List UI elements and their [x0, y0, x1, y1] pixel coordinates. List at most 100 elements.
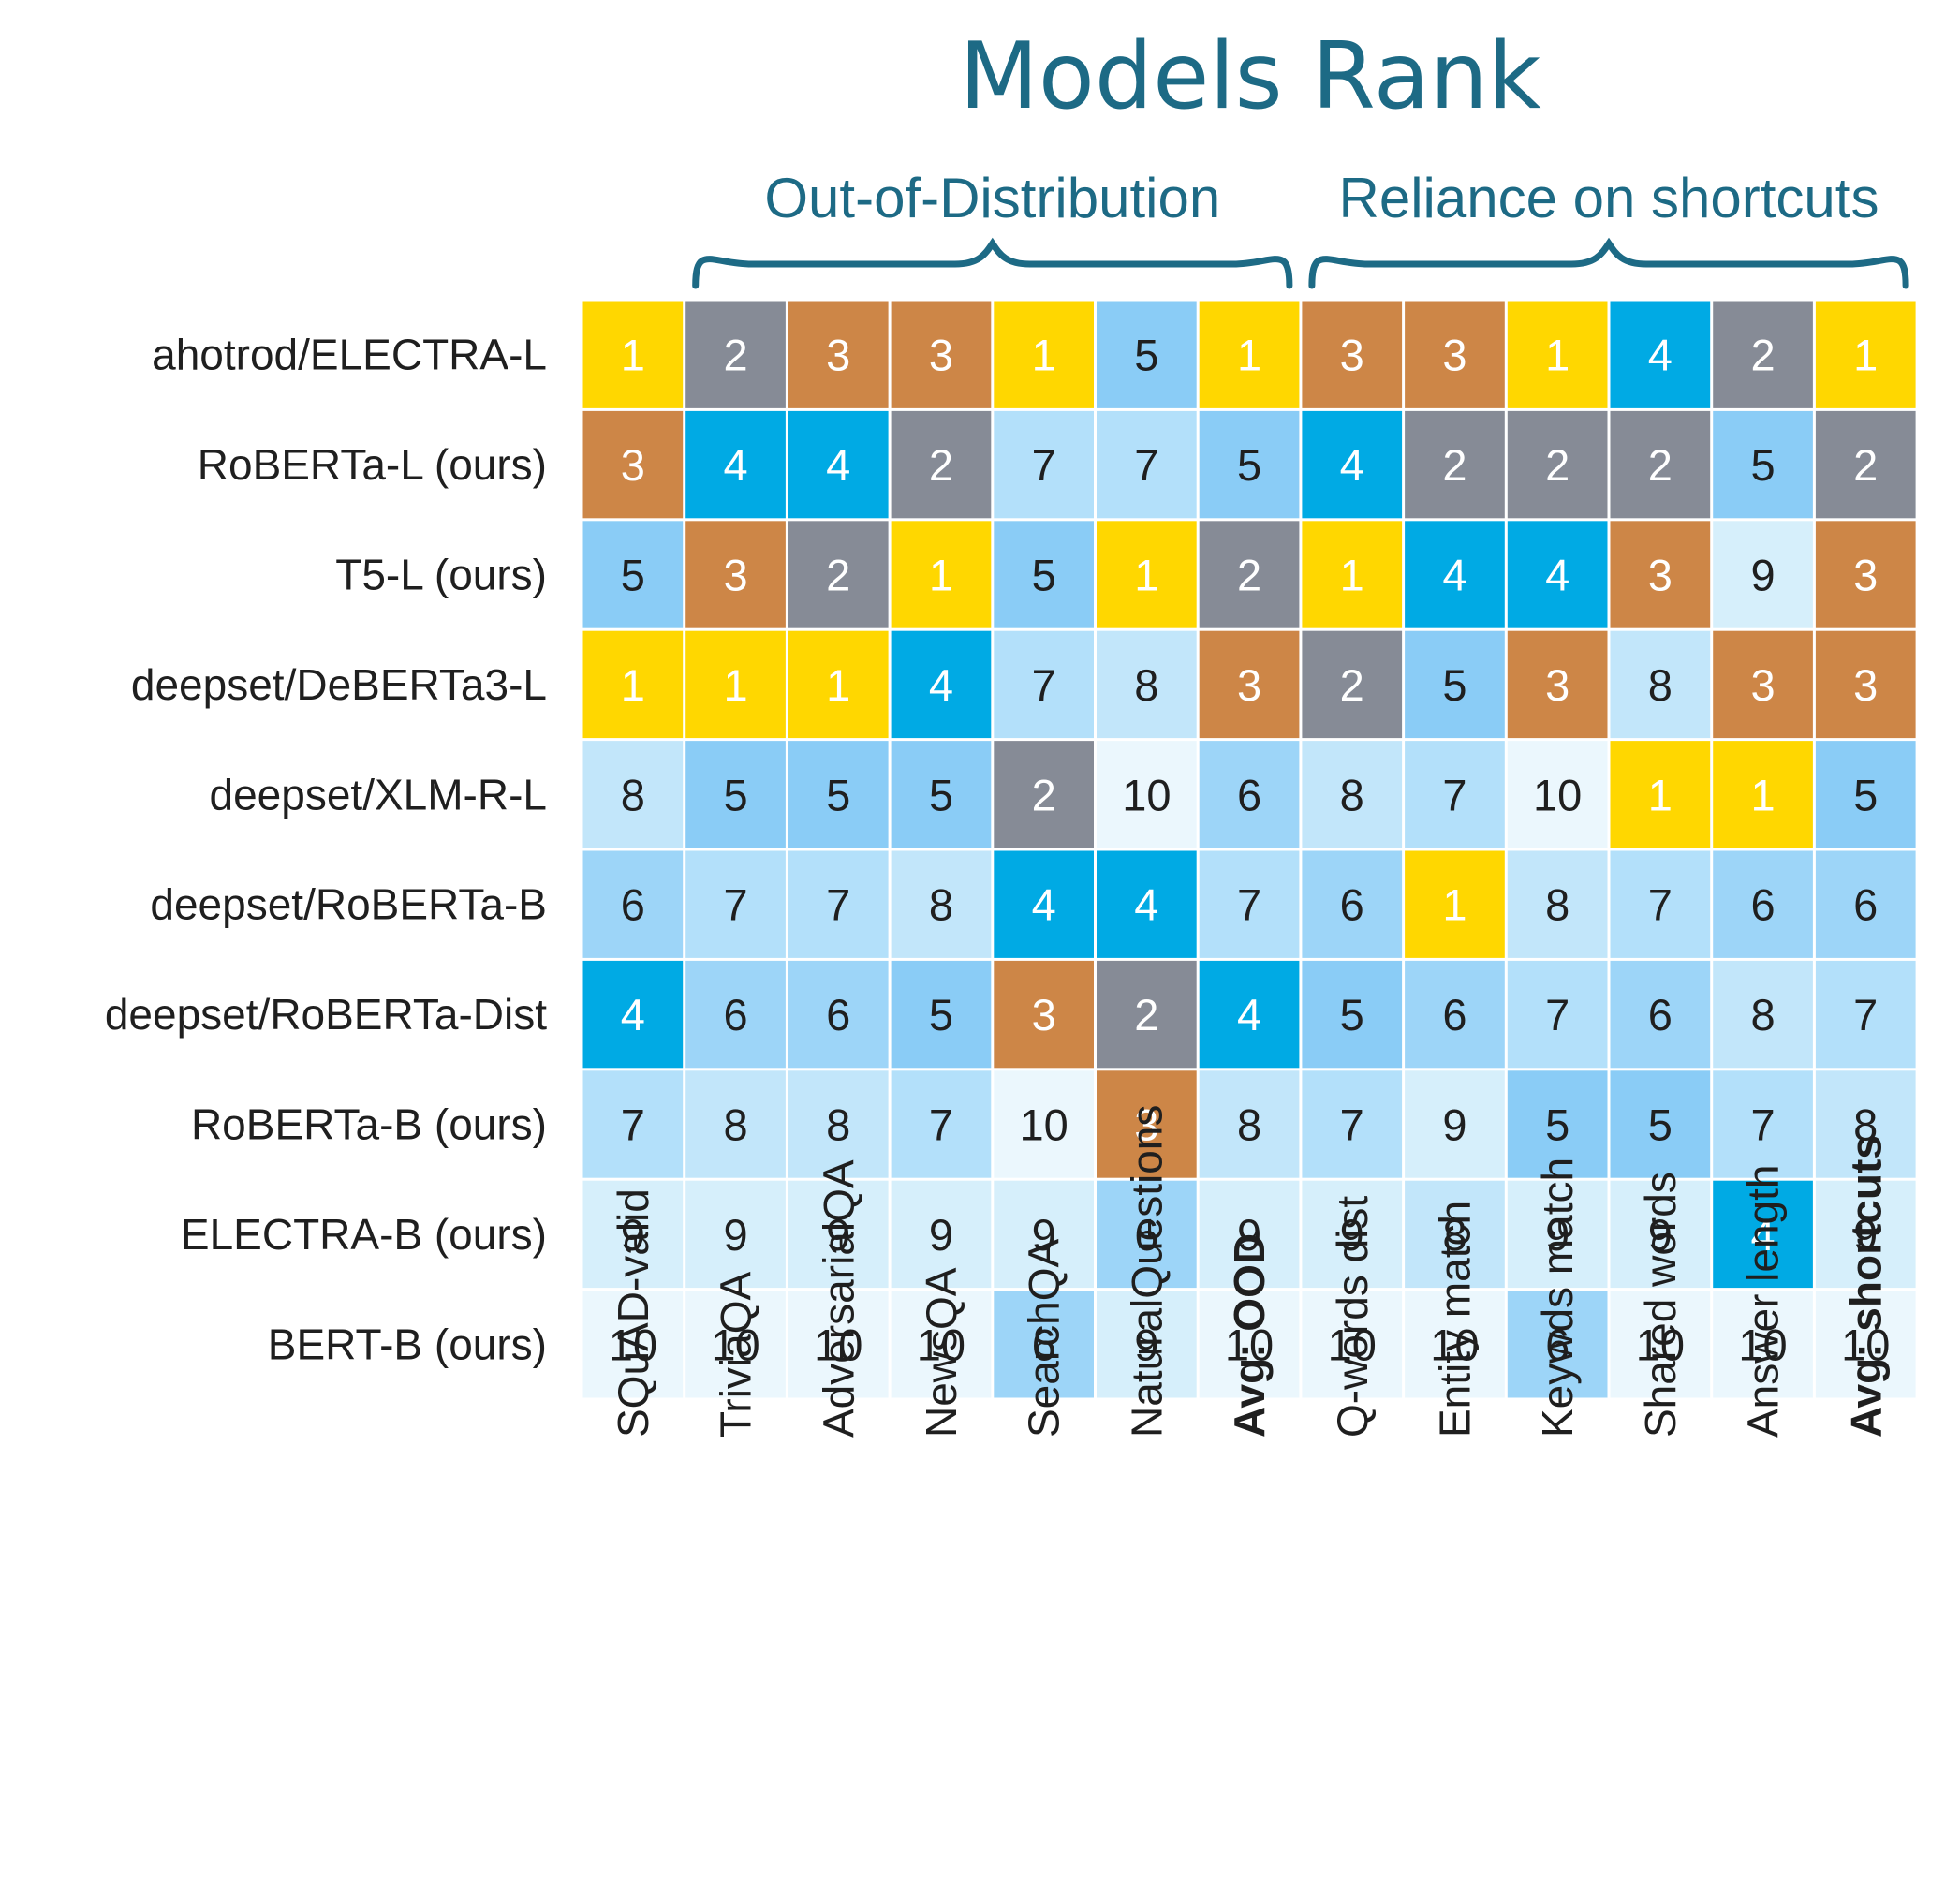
heatmap-cell-value: 6	[1853, 880, 1878, 930]
heatmap-cell: 3	[685, 521, 786, 628]
heatmap-cell-rect	[582, 1070, 684, 1178]
heatmap-cell-rect	[1815, 410, 1916, 519]
heatmap-cell-rect	[1815, 521, 1916, 628]
heatmap-cell-rect	[582, 301, 684, 408]
heatmap-cell-value: 7	[1442, 770, 1466, 819]
heatmap-cell: 4	[582, 960, 684, 1069]
heatmap-cell-value: 6	[1032, 1320, 1056, 1369]
row-label: deepset/RoBERTa-Dist	[105, 990, 547, 1039]
heatmap-cell: 10	[1507, 741, 1608, 848]
heatmap-cell-value: 9	[826, 1210, 850, 1260]
heatmap-cell-rect	[1199, 521, 1300, 628]
heatmap-cell: 5	[1199, 410, 1300, 519]
heatmap-cell-value: 2	[1237, 551, 1261, 600]
heatmap-cell-value: 6	[1750, 880, 1775, 930]
heatmap-cell-rect	[1405, 960, 1505, 1069]
chart-title: Models Rank	[959, 23, 1541, 130]
heatmap-cell-rect	[1507, 850, 1608, 958]
heatmap-cell: 10	[994, 1070, 1094, 1178]
heatmap-cell-value: 7	[1134, 440, 1158, 490]
row-label: deepset/RoBERTa-B	[150, 880, 547, 929]
heatmap-cell: 2	[1302, 630, 1403, 739]
heatmap-cell-value: 10	[1841, 1320, 1890, 1369]
heatmap-cell-rect	[685, 521, 786, 628]
heatmap-cell-rect	[1713, 960, 1813, 1069]
heatmap-cell: 6	[994, 1291, 1094, 1398]
heatmap-cell-value: 1	[929, 551, 953, 600]
heatmap-cell-value: 6	[1340, 880, 1364, 930]
heatmap-cell: 6	[1610, 960, 1711, 1069]
heatmap-cell-value: 10	[711, 1320, 759, 1369]
heatmap-cell-rect	[1302, 410, 1403, 519]
heatmap-cell-rect	[1815, 741, 1916, 848]
heatmap-cell: 8	[1199, 1070, 1300, 1178]
heatmap-cell: 7	[1713, 1070, 1813, 1178]
heatmap-cell-value: 7	[1032, 660, 1056, 710]
heatmap-cell-value: 7	[929, 1100, 953, 1150]
heatmap-cell-value: 3	[1237, 660, 1261, 710]
heatmap-cell: 3	[1199, 630, 1300, 739]
heatmap-cell: 8	[1405, 1180, 1505, 1289]
heatmap-cell: 5	[788, 741, 889, 848]
heatmap-cell-value: 9	[1340, 1210, 1364, 1260]
heatmap-cell-value: 4	[1237, 990, 1261, 1040]
heatmap-cell: 7	[685, 850, 786, 958]
heatmap-cell: 3	[1815, 521, 1916, 628]
heatmap-cell: 8	[1302, 741, 1403, 848]
heatmap-cell-rect	[994, 741, 1094, 848]
heatmap-cell-value: 8	[1237, 1100, 1261, 1150]
heatmap-cell-value: 8	[1134, 660, 1158, 710]
heatmap-cell-rect	[685, 741, 786, 848]
heatmap-cell: 4	[1405, 521, 1505, 628]
heatmap-cell-rect	[1713, 1070, 1813, 1178]
column-label: Shared words	[1636, 1172, 1685, 1438]
heatmap-cell-rect	[788, 741, 889, 848]
heatmap-cell-value: 10	[1328, 1320, 1377, 1369]
heatmap-cell-value: 3	[826, 331, 850, 380]
heatmap-cell-rect	[891, 521, 992, 628]
heatmap-cell-value: 1	[1853, 331, 1878, 380]
heatmap-cell-value: 9	[723, 1210, 747, 1260]
heatmap-cell-rect	[582, 850, 684, 958]
heatmap-cell: 4	[788, 410, 889, 519]
heatmap-cell-value: 7	[621, 1100, 645, 1150]
heatmap-cell: 7	[1610, 850, 1711, 958]
heatmap-cell-value: 10	[917, 1320, 965, 1369]
heatmap-cell-rect	[1610, 741, 1711, 848]
heatmap-cell: 4	[1199, 960, 1300, 1069]
heatmap-cell-rect	[891, 741, 992, 848]
heatmap-cell-value: 10	[1430, 1320, 1479, 1369]
heatmap-cell: 6	[1097, 1180, 1197, 1289]
heatmap-cell: 1	[1610, 741, 1711, 848]
heatmap-cell-rect	[1302, 1070, 1403, 1178]
heatmap-cell-value: 5	[1032, 551, 1056, 600]
heatmap-cell-value: 5	[1545, 1100, 1569, 1150]
heatmap-cell-value: 3	[1648, 551, 1673, 600]
heatmap-cell-value: 8	[723, 1100, 747, 1150]
heatmap-cell: 7	[582, 1070, 684, 1178]
heatmap-cell-value: 8	[1545, 880, 1569, 930]
heatmap-cell: 4	[685, 410, 786, 519]
heatmap-cell-rect	[1199, 1180, 1300, 1289]
heatmap-cells: 1 2 3 3 1 5 1 3 3 1 4 2 1 3 4 4 2 7 7 5 4 2 2 2 5 2 5 3 2 1 5 1 2 1 4 4 3 9 3 1…	[582, 301, 1916, 1398]
heatmap-cell-rect	[582, 630, 684, 739]
heatmap-cell: 1	[1199, 301, 1300, 408]
heatmap-cell-value: 7	[1750, 1100, 1775, 1150]
heatmap-cell-rect	[891, 960, 992, 1069]
column-label: NewsQA	[917, 1267, 965, 1438]
heatmap-cell-rect	[1815, 1291, 1916, 1398]
heatmap-cell-rect	[1405, 1070, 1505, 1178]
heatmap-cell: 5	[1302, 960, 1403, 1069]
heatmap-cell-value: 6	[1134, 1210, 1158, 1260]
heatmap-cell: 1	[1302, 521, 1403, 628]
heatmap-cell-value: 9	[1134, 1320, 1158, 1369]
heatmap-cell-value: 5	[1442, 660, 1466, 710]
heatmap-cell-value: 10	[1225, 1320, 1274, 1369]
heatmap-cell-value: 4	[1442, 551, 1466, 600]
heatmap-cell-value: 5	[1853, 770, 1878, 819]
heatmap-cell: 10	[1302, 1291, 1403, 1398]
heatmap-cell: 8	[1610, 630, 1711, 739]
heatmap-cell-value: 9	[621, 1210, 645, 1260]
heatmap-cell-rect	[994, 1291, 1094, 1398]
heatmap-cell-value: 2	[1134, 990, 1158, 1040]
